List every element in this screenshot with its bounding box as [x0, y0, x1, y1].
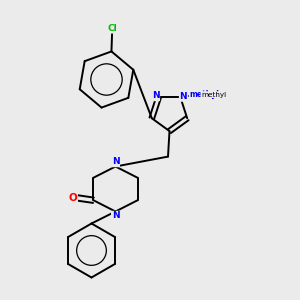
Text: methyl: methyl	[201, 92, 226, 98]
Text: Cl: Cl	[107, 24, 117, 33]
Text: N: N	[152, 92, 159, 100]
Text: N: N	[180, 92, 187, 101]
Text: methyl: methyl	[189, 90, 219, 99]
Text: N: N	[112, 158, 119, 166]
Text: N: N	[112, 212, 119, 220]
Text: O: O	[68, 193, 77, 203]
